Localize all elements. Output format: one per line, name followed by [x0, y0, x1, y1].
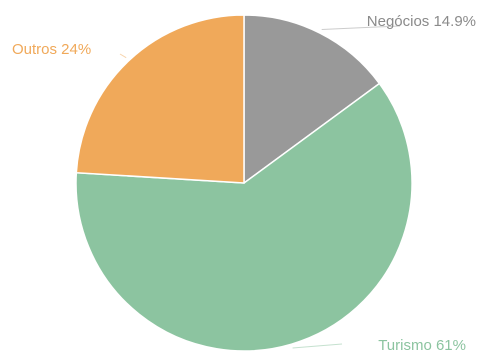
slice-label-turismo: Turismo 61% [378, 337, 466, 354]
leader-line-0 [321, 25, 401, 30]
pie-slice-turismo [75, 82, 413, 352]
leader-line-2 [119, 53, 127, 59]
pie-slices [75, 14, 413, 352]
pie-slice-outros [75, 14, 245, 184]
leader-line-1 [292, 343, 343, 349]
pie-slice-negocios [243, 14, 381, 185]
slice-label-outros: Outros 24% [12, 41, 91, 58]
label-leader-lines [119, 25, 401, 349]
slice-label-negocios: Negócios 14.9% [367, 13, 476, 30]
